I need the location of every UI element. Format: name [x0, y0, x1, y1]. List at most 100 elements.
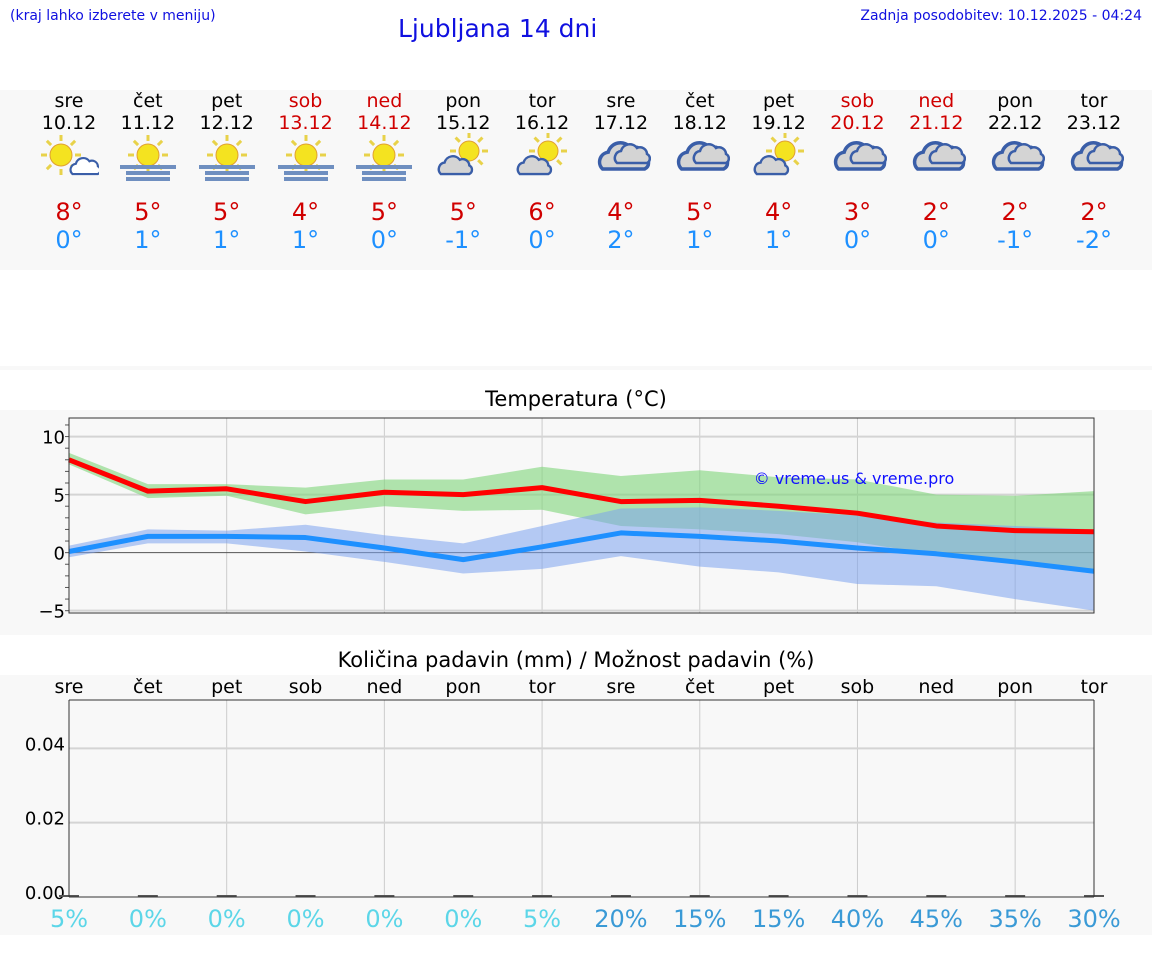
precipitation-chart-title: Količina padavin (mm) / Možnost padavin … — [337, 648, 815, 672]
precip-bar — [768, 895, 789, 897]
day-date: 20.12 — [830, 112, 885, 134]
x-category-label: čet — [685, 676, 715, 698]
cloud-icon — [670, 133, 730, 183]
max-temperature: 8° — [55, 198, 83, 226]
precip-bar — [216, 895, 237, 897]
x-category-label: sre — [55, 676, 84, 698]
x-category-label: sob — [841, 676, 875, 698]
day-date: 22.12 — [987, 112, 1043, 134]
min-temperature: 2° — [607, 226, 635, 254]
max-temperature: 2° — [1001, 198, 1029, 226]
x-category-label: ned — [366, 676, 402, 698]
day-name: sre — [606, 90, 636, 112]
min-temperature: -1° — [445, 226, 482, 254]
series-line — [68, 530, 1095, 574]
day-date: 21.12 — [909, 112, 964, 134]
x-category-label: tor — [529, 676, 556, 698]
precip-bar — [689, 895, 710, 897]
precip-bar — [926, 895, 947, 897]
page-title: Ljubljana 14 dni — [398, 14, 598, 43]
day-date: 11.12 — [120, 112, 176, 134]
precip-probability: 0% — [286, 905, 324, 933]
x-category-label: pon — [445, 676, 481, 698]
series-line — [68, 457, 1095, 535]
y-tick-label: 5 — [54, 486, 65, 507]
cloud-icon — [985, 133, 1046, 183]
day-name: pet — [763, 90, 795, 112]
day-date: 23.12 — [1066, 112, 1122, 134]
min-temperature: 0° — [370, 226, 399, 254]
min-temperature: 1° — [686, 226, 714, 254]
min-temperature: 0° — [55, 226, 83, 254]
precipitation-chart: 0.00 0.02 0.04 sre čet pet sob ned pon tor sre čet p… — [25, 676, 1121, 933]
precip-probability: 15% — [673, 905, 726, 933]
temperature-chart-title: Temperatura (°C) — [485, 387, 667, 411]
max-temperature: 5° — [134, 198, 162, 226]
last-updated: Zadnja posodobitev: 10.12.2025 - 04:24 — [860, 8, 1142, 24]
precip-bar — [532, 895, 553, 897]
y-tick-label: 0.00 — [25, 883, 65, 904]
precip-bar — [610, 895, 631, 897]
y-tick-label: 0.04 — [25, 734, 65, 755]
y-tick-label: 0 — [54, 544, 65, 565]
y-tick-label: −5 — [38, 602, 65, 623]
min-temperature: 0° — [843, 226, 872, 254]
precip-probability: 0% — [444, 905, 482, 933]
x-category-label: čet — [133, 676, 163, 698]
precip-probability: 0% — [129, 905, 167, 933]
x-category-label: pon — [997, 676, 1033, 698]
max-temperature: 4° — [291, 198, 320, 226]
day-name: pon — [445, 90, 482, 112]
day-name: sob — [288, 90, 323, 112]
precip-bar — [847, 895, 868, 897]
precip-bar — [453, 895, 474, 897]
day-date: 14.12 — [357, 112, 412, 134]
watermark: © vreme.us & vreme.pro — [754, 469, 955, 488]
precip-probability: 0% — [365, 905, 403, 933]
x-category-label: ned — [918, 676, 954, 698]
precip-probability: 15% — [752, 905, 805, 933]
min-temperature: 0° — [922, 226, 950, 254]
sun-fog-icon — [276, 133, 336, 183]
precip-bar — [1005, 895, 1026, 897]
series-band — [69, 452, 1094, 574]
day-name: ned — [366, 90, 403, 112]
min-temperature: 1° — [213, 226, 241, 254]
max-temperature: 2° — [1080, 198, 1108, 226]
precip-probability: 0% — [208, 905, 246, 933]
precip-probability: 5% — [523, 905, 561, 933]
min-temperature: -1° — [997, 226, 1034, 254]
day-date: 10.12 — [41, 112, 97, 134]
y-tick-label: 0.02 — [25, 809, 65, 830]
cloud-icon — [906, 133, 967, 183]
min-temperature: 1° — [134, 226, 162, 254]
precip-probability: 20% — [594, 905, 647, 933]
min-temperature: -2° — [1076, 226, 1112, 254]
day-date: 12.12 — [199, 112, 254, 134]
y-tick-label: 10 — [42, 428, 65, 449]
precip-probability: 30% — [1067, 905, 1120, 933]
series-band — [69, 507, 1094, 611]
day-date: 19.12 — [751, 112, 806, 134]
cloud-icon — [1064, 133, 1125, 183]
day-name: tor — [528, 90, 556, 112]
sun-fog-icon — [354, 133, 414, 183]
x-category-label: sre — [606, 676, 635, 698]
x-category-label: pet — [763, 676, 794, 698]
min-temperature: 1° — [291, 226, 320, 254]
x-category-label: pet — [211, 676, 242, 698]
precip-probability: 5% — [50, 905, 88, 933]
precip-probability: 40% — [831, 905, 884, 933]
precip-bar — [137, 895, 158, 897]
day-date: 15.12 — [436, 112, 491, 134]
max-temperature: 5° — [370, 198, 399, 226]
cloud-sun-icon — [512, 132, 572, 183]
cloud-sun-icon — [749, 132, 809, 183]
temperature-chart: −5 0 5 10 © vreme.us & vreme.pro — [38, 417, 1095, 623]
cloud-icon — [591, 133, 651, 183]
day-date: 17.12 — [593, 112, 649, 134]
day-name: tor — [1080, 90, 1108, 112]
max-temperature: 3° — [843, 198, 872, 226]
day-name: sob — [840, 90, 875, 112]
day-name: čet — [133, 90, 163, 112]
